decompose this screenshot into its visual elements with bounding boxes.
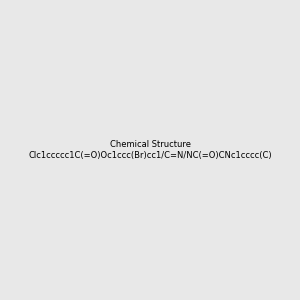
Text: Chemical Structure
Clc1ccccc1C(=O)Oc1ccc(Br)cc1/C=N/NC(=O)CNc1cccc(C): Chemical Structure Clc1ccccc1C(=O)Oc1ccc… [28,140,272,160]
